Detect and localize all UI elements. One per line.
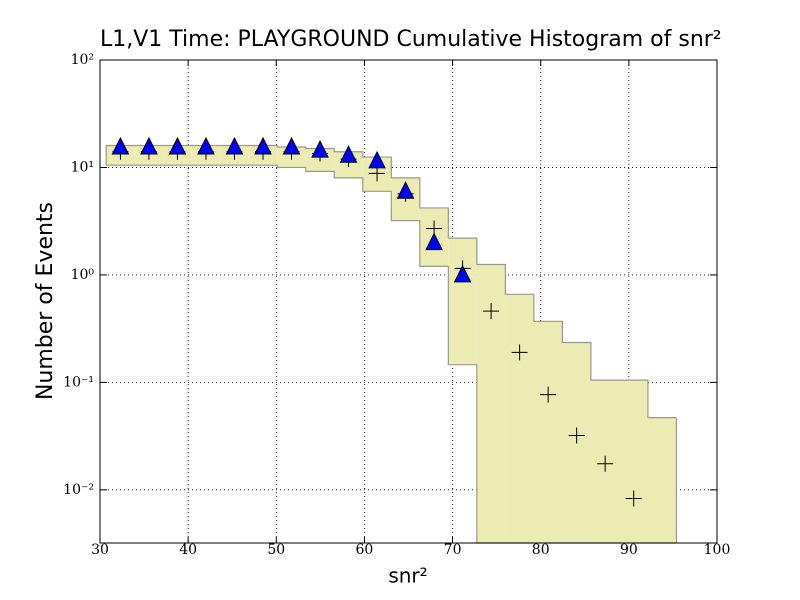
triangle-marker [425,232,443,251]
y-tick-label: 10⁻² [63,482,94,498]
band-bin [505,294,534,543]
x-tick-label: 60 [356,542,374,558]
triangle-marker [254,136,272,155]
x-tick-label: 50 [267,542,285,558]
triangle-marker [282,136,301,155]
band-bin [647,417,677,543]
y-axis-label: Number of Events [33,202,58,400]
triangle-marker [111,136,130,155]
x-tick-label: 40 [179,542,197,558]
plus-marker [511,344,528,361]
triangle-marker [197,136,215,155]
x-tick-label: 90 [620,542,638,558]
triangle-marker [453,264,472,283]
triangle-marker [339,145,358,163]
triangle-marker [396,181,415,199]
y-tick-label: 10¹ [71,159,94,175]
y-tick-label: 10⁻¹ [63,374,94,390]
band-bin [619,380,648,543]
plus-marker [540,386,557,403]
y-tick-label: 10² [71,52,94,68]
y-tick-label: 10⁰ [71,267,95,283]
x-tick-label: 80 [532,542,550,558]
plus-marker [597,455,614,472]
band-bin [448,238,477,365]
band-bin [533,321,563,543]
chart-title: L1,V1 Time: PLAYGROUND Cumulative Histog… [100,27,722,52]
plus-marker [625,490,642,507]
x-tick-label: 70 [444,542,462,558]
plus-marker [568,427,585,444]
triangle-marker [368,150,386,169]
plus-marker [483,303,500,320]
x-tick-label: 100 [704,542,731,558]
triangle-marker [225,136,244,155]
x-axis-label: snr² [388,564,427,588]
plot-frame [99,59,718,544]
triangle-marker [168,136,187,155]
triangle-marker [140,136,158,155]
triangle-marker [311,139,329,158]
x-tick-label: 30 [91,542,109,558]
